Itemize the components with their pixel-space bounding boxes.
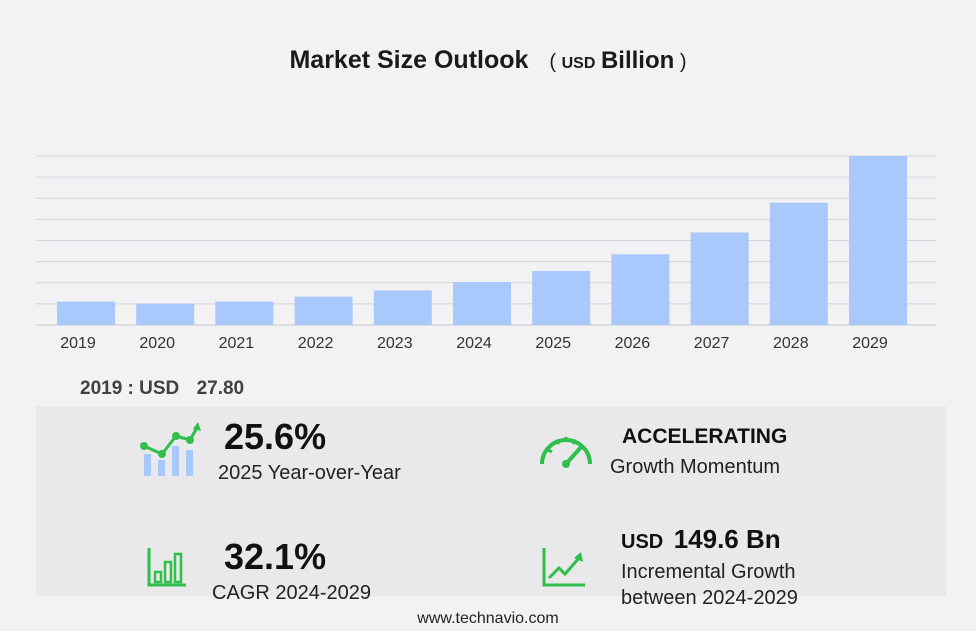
line-chart-icon — [542, 548, 585, 587]
bar-2024 — [453, 281, 511, 325]
x-tick-label: 2027 — [694, 335, 730, 352]
bar-2026 — [611, 254, 670, 325]
yoy-label: 2025 Year-over-Year — [218, 462, 401, 484]
momentum-value: ACCELERATING — [622, 425, 788, 448]
x-tick-label: 2023 — [377, 335, 413, 352]
bar-2025 — [532, 270, 591, 325]
yoy-value: 25.6% — [224, 416, 327, 457]
x-tick-label: 2024 — [456, 335, 492, 352]
chart-title: Market Size Outlook ( USD Billion ) — [0, 46, 976, 75]
x-tick-label: 2019 — [60, 335, 96, 352]
x-tick-label: 2029 — [852, 335, 888, 352]
x-tick-label: 2028 — [773, 335, 809, 352]
bar-2020 — [136, 303, 195, 325]
x-tick-label: 2020 — [139, 335, 175, 352]
title-currency: USD — [561, 55, 596, 72]
title-unit-group: ( USD Billion ) — [549, 47, 687, 74]
incremental-currency: USD — [621, 531, 664, 553]
bar-2021 — [215, 301, 274, 325]
bar-chart: 2019 2020 2021 2022 2023 2024 2025 2026 2027 2028… — [36, 155, 936, 352]
title-paren-open: ( — [549, 51, 557, 73]
cagr-label: CAGR 2024-2029 — [212, 582, 371, 604]
bar-2027 — [690, 232, 749, 325]
base-year-label: 2019 : USD — [80, 378, 180, 399]
base-year-value: 27.80 — [196, 378, 245, 399]
incremental-label-1: Incremental Growth — [621, 561, 796, 583]
bar-2029 — [849, 156, 907, 325]
bar-chart-icon — [147, 548, 186, 587]
title-main: Market Size Outlook — [289, 46, 529, 74]
x-tick-label: 2022 — [298, 335, 334, 352]
incremental-label-2: between 2024-2029 — [621, 587, 798, 609]
cagr-value: 32.1% — [224, 536, 327, 577]
bar-2023 — [373, 290, 432, 325]
x-tick-label: 2021 — [219, 335, 255, 352]
x-tick-label: 2025 — [535, 335, 571, 352]
incremental-value-group: USD 149.6 Bn — [621, 524, 781, 555]
incremental-value: 149.6 Bn — [673, 524, 781, 554]
footer-url[interactable]: www.technavio.com — [417, 610, 559, 627]
bar-2022 — [294, 296, 353, 325]
bar-2028 — [769, 202, 828, 325]
title-unit: Billion — [600, 47, 675, 74]
momentum-label: Growth Momentum — [610, 456, 781, 478]
speedometer-icon — [540, 437, 592, 468]
bar-growth-icon — [140, 422, 201, 476]
x-tick-label: 2026 — [615, 335, 651, 352]
title-paren-close: ) — [679, 51, 687, 73]
base-year-note: 2019 : USD 27.80 — [80, 378, 244, 400]
bar-2019 — [57, 301, 115, 325]
